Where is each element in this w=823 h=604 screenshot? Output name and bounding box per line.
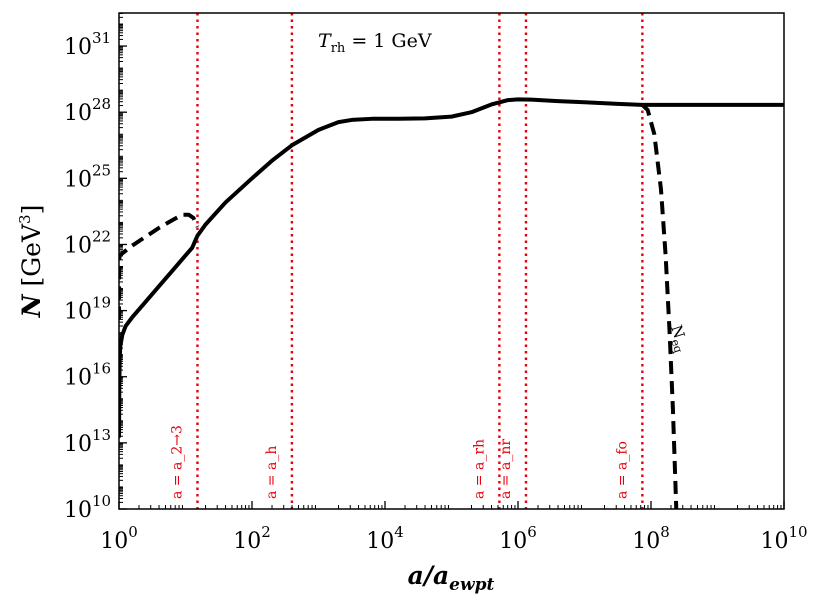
x-tick-label: 104 xyxy=(366,523,404,554)
y-tick-label: 10 xyxy=(64,366,92,391)
x-tick-label: 1010 xyxy=(760,523,807,554)
chart-title: Trh = 1 GeV xyxy=(318,30,432,56)
y-tick-label: 10 xyxy=(64,432,92,457)
x-tick-label: 100 xyxy=(100,523,138,554)
x-tick-label: 108 xyxy=(632,523,670,554)
vlines-layer: a = a_2→3 a = a_h a = a_rh a = a_nr a = a_fo xyxy=(169,13,644,509)
x-axis-title: a/aewpt xyxy=(408,561,495,595)
series-n xyxy=(119,97,784,439)
y-tick-exponent: 25 xyxy=(92,161,111,179)
x-tick-label: 102 xyxy=(233,523,271,554)
y-tick-label: 10 xyxy=(64,101,92,126)
plot-area xyxy=(119,13,784,509)
title-rest: = 1 GeV xyxy=(345,30,432,52)
y-tick-label: 10 xyxy=(64,167,92,192)
y-tick-label: 10 xyxy=(64,498,92,523)
vline-label-a_h: a = a_h xyxy=(264,446,280,499)
ticks-layer: 100 102 104 106 108 1010101010101010101010131… xyxy=(64,13,808,554)
y-axis-title: N [GeV3] xyxy=(16,205,46,319)
y-tick-label: 10 xyxy=(64,233,92,258)
vline-label-a_fo: a = a_fo xyxy=(614,441,630,499)
y-tick-exponent: 28 xyxy=(92,95,111,113)
y-tick-exponent: 31 xyxy=(92,29,111,47)
vline-label-a_nr: a = a_nr xyxy=(498,439,514,499)
y-tick-exponent: 19 xyxy=(92,294,111,312)
plot-frame xyxy=(118,12,785,510)
y-tick-exponent: 22 xyxy=(92,227,111,245)
y-tick-label: 10 xyxy=(64,300,92,325)
y-tick-exponent: 10 xyxy=(92,492,111,510)
title-symbol: T xyxy=(318,30,332,52)
y-tick-exponent: 16 xyxy=(92,360,111,378)
vline-label-a_rh: a = a_rh xyxy=(471,439,487,499)
x-tick-label: 106 xyxy=(499,523,537,554)
title-subscript: rh xyxy=(331,41,346,56)
y-tick-exponent: 13 xyxy=(92,426,111,444)
vline-label-a_2to3: a = a_2→3 xyxy=(169,425,185,499)
y-tick-label: 10 xyxy=(64,35,92,60)
